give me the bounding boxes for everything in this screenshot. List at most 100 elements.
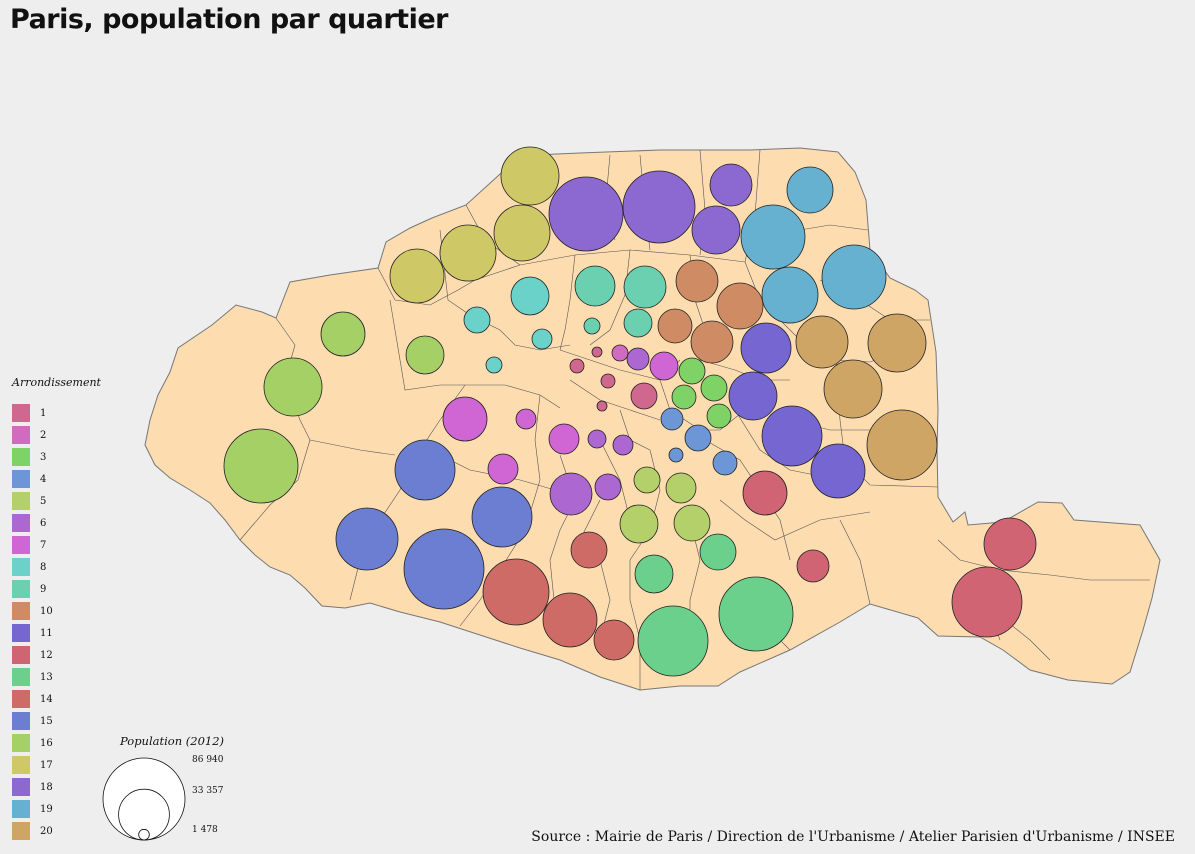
legend-swatch (12, 470, 30, 488)
quartier-bubble-arr-1 (591, 346, 603, 358)
legend-swatch (12, 448, 30, 466)
quartier-bubble-arr-16 (223, 428, 299, 504)
size-legend-circles (102, 757, 186, 841)
legend-label: 16 (40, 738, 53, 749)
legend-swatch (12, 756, 30, 774)
quartier-bubble-arr-4 (660, 407, 684, 431)
quartier-bubble-arr-11 (728, 371, 778, 421)
legend-label: 11 (40, 628, 53, 639)
legend-swatch (12, 558, 30, 576)
quartier-bubble-arr-18 (622, 170, 696, 244)
legend-label: 19 (40, 804, 53, 815)
quartier-bubble-arr-1 (630, 382, 658, 410)
quartier-bubble-arr-13 (634, 554, 674, 594)
quartier-bubble-arr-17 (439, 224, 497, 282)
quartier-bubble-arr-15 (471, 486, 533, 548)
quartier-bubble-arr-17 (500, 146, 560, 206)
legend-title: Arrondissement (12, 376, 101, 389)
quartier-bubble-arr-7 (515, 408, 537, 430)
quartier-bubble-arr-6 (594, 473, 622, 501)
quartier-bubble-arr-3 (678, 357, 706, 385)
legend-label: 2 (40, 430, 47, 441)
quartier-bubble-arr-18 (548, 176, 624, 252)
quartier-bubble-arr-20 (795, 315, 849, 369)
quartier-bubble-arr-4 (668, 447, 684, 463)
quartier-bubble-arr-11 (740, 322, 792, 374)
size-legend-circle-2 (138, 828, 150, 841)
quartier-bubble-arr-19 (740, 204, 806, 270)
quartier-bubble-arr-6 (549, 472, 593, 516)
quartier-bubble-arr-9 (583, 317, 601, 335)
quartier-bubble-arr-12 (796, 549, 830, 583)
size-legend-label-mid: 33 357 (192, 786, 224, 796)
quartier-bubble-arr-20 (867, 313, 927, 373)
quartier-bubble-arr-8 (510, 276, 550, 316)
quartier-bubble-arr-16 (263, 357, 323, 417)
legend-label: 17 (40, 760, 53, 771)
quartier-bubble-arr-8 (485, 356, 503, 374)
quartier-bubble-arr-1 (600, 373, 616, 389)
legend-swatch (12, 536, 30, 554)
quartier-bubble-arr-5 (665, 472, 697, 504)
quartier-bubble-arr-11 (761, 405, 823, 467)
legend-swatch (12, 668, 30, 686)
quartier-bubble-arr-4 (684, 424, 712, 452)
quartier-bubble-arr-6 (612, 434, 634, 456)
quartier-bubble-arr-5 (619, 504, 659, 544)
quartier-bubble-arr-15 (335, 507, 399, 571)
legend-swatch (12, 734, 30, 752)
quartier-bubble-arr-20 (823, 359, 883, 419)
quartier-bubble-arr-10 (675, 259, 719, 303)
source-note: Source : Mairie de Paris / Direction de … (531, 829, 1175, 845)
quartier-bubble-arr-18 (691, 205, 741, 255)
size-legend-label-max: 86 940 (192, 755, 224, 765)
legend-label: 4 (40, 474, 47, 485)
quartier-bubble-arr-14 (593, 619, 635, 661)
quartier-bubble-arr-3 (671, 384, 697, 410)
legend-swatch (12, 822, 30, 840)
quartier-bubble-arr-2 (611, 344, 629, 362)
quartier-bubble-arr-10 (657, 308, 693, 344)
quartier-bubble-arr-12 (951, 566, 1023, 638)
legend-label: 1 (40, 408, 47, 419)
quartier-bubble-arr-7 (442, 396, 488, 442)
quartier-bubble-arr-12 (742, 470, 788, 516)
population-bubbles (223, 146, 1037, 677)
legend-label: 9 (40, 584, 47, 595)
legend-label: 8 (40, 562, 47, 573)
quartier-bubble-arr-10 (690, 320, 734, 364)
legend-label: 18 (40, 782, 53, 793)
map-title: Paris, population par quartier (10, 4, 448, 35)
quartier-bubble-arr-4 (712, 450, 738, 476)
legend-label: 7 (40, 540, 47, 551)
quartier-bubble-arr-7 (649, 351, 679, 381)
legend-swatch (12, 602, 30, 620)
quartier-bubble-arr-16 (320, 311, 366, 357)
legend-swatch (12, 712, 30, 730)
legend-swatch (12, 690, 30, 708)
legend-swatch (12, 514, 30, 532)
legend-label: 15 (40, 716, 53, 727)
quartier-bubble-arr-10 (716, 282, 764, 330)
legend-label: 3 (40, 452, 47, 463)
quartier-bubble-arr-11 (810, 443, 866, 499)
quartier-bubble-arr-3 (706, 403, 732, 429)
quartier-bubble-arr-9 (623, 308, 653, 338)
quartier-bubble-arr-19 (821, 244, 887, 310)
legend-label: 6 (40, 518, 47, 529)
legend-label: 5 (40, 496, 47, 507)
quartier-bubble-arr-17 (389, 248, 445, 304)
quartier-bubble-arr-1 (569, 358, 585, 374)
quartier-bubble-arr-3 (700, 374, 728, 402)
quartier-bubble-arr-16 (405, 335, 445, 375)
legend-swatch (12, 800, 30, 818)
legend-label: 10 (40, 606, 53, 617)
quartier-bubble-arr-13 (718, 576, 794, 652)
size-legend-title: Population (2012) (120, 734, 225, 748)
quartier-bubble-arr-9 (623, 265, 667, 309)
legend-swatch (12, 426, 30, 444)
quartier-bubble-arr-15 (403, 528, 485, 610)
quartier-bubble-arr-14 (542, 592, 598, 648)
quartier-bubble-arr-17 (493, 204, 551, 262)
